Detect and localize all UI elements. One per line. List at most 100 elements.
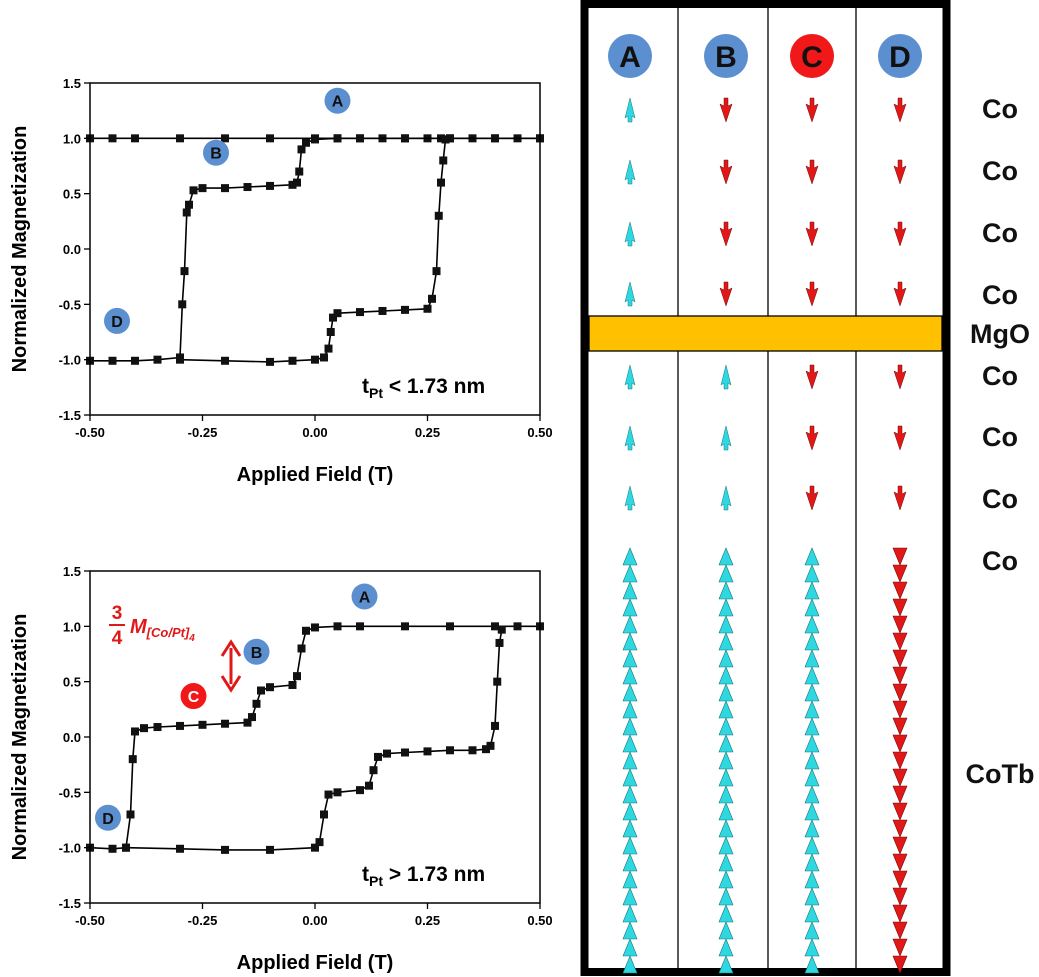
data-point	[401, 305, 409, 314]
data-point	[374, 752, 382, 761]
column-header-circle	[704, 34, 748, 78]
data-point	[468, 746, 477, 755]
co-layer-moment-arrow-up	[624, 159, 636, 185]
co-layer-moment-arrow-down	[893, 159, 907, 185]
data-point	[383, 749, 391, 758]
data-point	[221, 845, 229, 854]
state-label-circle	[203, 139, 229, 166]
y-tick-label: -0.5	[59, 297, 81, 312]
cotb-arrow-segment	[892, 649, 908, 668]
cotb-arrow-segment	[892, 717, 908, 736]
cotb-arrow-segment	[892, 598, 908, 617]
fraction-numerator: 3	[112, 603, 123, 624]
data-point	[297, 644, 306, 653]
data-point	[176, 721, 184, 730]
data-point	[333, 309, 342, 318]
co-layer-moment-arrow-down	[805, 281, 819, 307]
x-tick-label: 0.00	[302, 913, 327, 928]
layer-label-co: Co	[982, 156, 1018, 186]
data-point	[356, 308, 364, 317]
data-point	[131, 727, 139, 736]
cotb-arrow-segment	[892, 887, 908, 906]
data-point	[324, 790, 333, 799]
plot-frame	[89, 570, 541, 904]
data-point	[252, 699, 261, 708]
cotb-arrow-segment	[892, 819, 908, 838]
cotb-arrow-segment	[892, 768, 908, 787]
cotb-arrow-segment	[804, 955, 820, 974]
data-point	[495, 638, 504, 647]
state-label-circle	[180, 683, 207, 710]
data-point	[491, 721, 499, 730]
data-point	[311, 623, 319, 632]
column-header-circle	[608, 34, 652, 78]
state-label-text: A	[332, 94, 344, 111]
series-line-2	[179, 139, 447, 363]
column-header-text: B	[715, 41, 737, 74]
data-point	[122, 843, 130, 852]
data-point	[320, 810, 328, 819]
cotb-arrow-segment	[892, 632, 908, 651]
data-point	[311, 355, 319, 364]
state-label-circle	[243, 638, 270, 665]
cotb-arrow-segment	[892, 870, 908, 889]
double-arrow-head-down	[220, 675, 242, 693]
x-tick-label: -0.25	[188, 425, 218, 440]
data-point	[108, 844, 117, 853]
x-tick-label: 0.50	[527, 425, 552, 440]
data-point	[198, 184, 207, 193]
hysteresis-plot-thin-pt: -0.50 -0.25 0.00 0.25 0.50 -1.5 -1.0 -0.5 0.0 0.5…	[9, 76, 553, 486]
state-label-c: C	[180, 683, 207, 710]
co-layer-moment-arrow-down	[893, 221, 907, 247]
co-layer-moment-arrow-down	[805, 97, 819, 123]
data-point	[178, 300, 187, 309]
data-point	[493, 677, 502, 686]
column-header-text: A	[619, 41, 641, 74]
series-line-1	[125, 629, 503, 851]
data-point	[248, 713, 256, 722]
data-point	[365, 781, 373, 790]
state-label-b: B	[203, 139, 229, 166]
data-point	[446, 622, 454, 631]
co-layer-moment-arrow-up	[720, 425, 732, 451]
data-point	[153, 355, 162, 364]
y-tick-label: 0.5	[63, 675, 81, 690]
data-point	[333, 134, 342, 143]
state-label-circle	[95, 804, 121, 831]
co-layer-moment-arrow-up	[624, 364, 636, 390]
data-point	[401, 134, 409, 143]
column-header-text: D	[889, 41, 911, 74]
co-layer-moment-arrow-down	[805, 364, 819, 390]
y-axis-label: Normalized Magnetization	[9, 126, 31, 373]
layer-label-co: Co	[982, 280, 1018, 310]
thickness-annotation: tPt > 1.73 nm	[362, 863, 485, 889]
column-header-a: A	[608, 34, 652, 78]
data-point	[176, 355, 184, 364]
data-point	[324, 344, 333, 353]
co-layer-moment-arrow-down	[893, 97, 907, 123]
co-layer-moment-arrow-down	[893, 364, 907, 390]
diagram-frame	[580, 0, 951, 976]
co-layer-moment-arrow-up	[624, 221, 636, 247]
data-point	[401, 622, 409, 631]
data-point	[356, 134, 364, 143]
co-layer-moment-arrow-down	[805, 425, 819, 451]
data-point	[180, 267, 189, 276]
mgo-barrier-layer	[588, 315, 943, 352]
y-tick-label: 1.0	[63, 619, 81, 634]
x-tick-label: -0.50	[75, 425, 105, 440]
y-tick-label: 1.5	[63, 564, 81, 579]
data-point	[497, 625, 506, 634]
cotb-arrow-segment	[892, 666, 908, 685]
data-point	[302, 626, 310, 635]
data-point	[108, 356, 117, 365]
data-point	[221, 356, 229, 365]
co-layer-moment-arrow-up	[624, 485, 636, 511]
co-layer-moment-arrow-up	[624, 425, 636, 451]
data-point	[356, 622, 364, 631]
series-line-1	[90, 137, 540, 362]
cotb-arrow-segment	[892, 581, 908, 600]
data-point	[198, 720, 207, 729]
data-point	[288, 680, 297, 689]
column-header-circle	[878, 34, 922, 78]
